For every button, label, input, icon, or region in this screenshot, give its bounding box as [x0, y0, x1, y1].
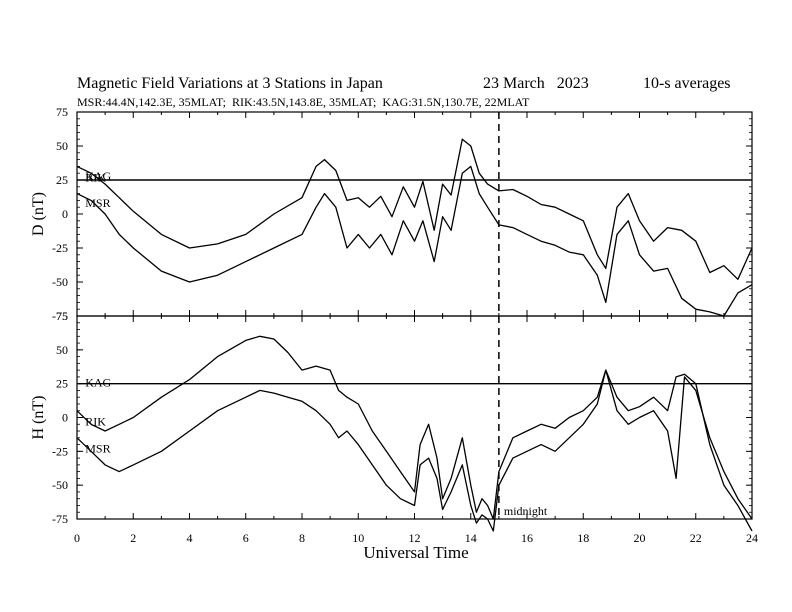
- x-tick-label: 22: [690, 531, 702, 545]
- x-tick-label: 0: [74, 531, 80, 545]
- y-tick-label: 75: [56, 309, 68, 323]
- station-label-kag: KAG: [85, 375, 111, 389]
- series-msr: [76, 369, 753, 532]
- x-tick-label: 12: [409, 531, 421, 545]
- y-tick-label: 75: [56, 105, 68, 119]
- y-tick-label: -50: [52, 275, 68, 289]
- chart-averaging: 10-s averages: [643, 75, 731, 92]
- y-tick-label: -75: [52, 512, 68, 526]
- station-label-rik: RIK: [85, 415, 106, 429]
- x-axis-label: Universal Time: [363, 543, 468, 562]
- x-tick-label: 14: [465, 531, 477, 545]
- y-axis-label: H (nT): [30, 396, 47, 440]
- midnight-label: midnight: [504, 504, 548, 518]
- station-label-msr: MSR: [85, 442, 110, 456]
- y-tick-label: -25: [52, 241, 68, 255]
- y-tick-label: 0: [62, 411, 68, 425]
- x-tick-label: 20: [634, 531, 646, 545]
- panel-frame: [76, 111, 753, 317]
- y-tick-label: 50: [56, 343, 68, 357]
- series-msr: [76, 165, 753, 317]
- x-tick-label: 6: [243, 531, 249, 545]
- x-tick-label: 2: [130, 531, 136, 545]
- y-tick-label: 0: [62, 207, 68, 221]
- x-tick-label: 4: [187, 531, 193, 545]
- y-tick-label: -25: [52, 444, 68, 458]
- y-tick-label: -75: [52, 309, 68, 323]
- x-tick-label: 24: [746, 531, 758, 545]
- y-axis-label: D (nT): [30, 192, 47, 236]
- y-tick-label: -50: [52, 478, 68, 492]
- x-tick-label: 18: [577, 531, 589, 545]
- x-tick-label: 8: [299, 531, 305, 545]
- y-tick-label: 25: [56, 377, 68, 391]
- y-tick-label: 50: [56, 139, 68, 153]
- chart-title: Magnetic Field Variations at 3 Stations …: [77, 75, 383, 92]
- station-label-kag: KAG: [85, 169, 111, 183]
- series-rik: [76, 335, 753, 532]
- y-tick-label: 25: [56, 173, 68, 187]
- x-tick-label: 16: [521, 531, 533, 545]
- station-label-msr: MSR: [85, 196, 110, 210]
- panel-h: 75 50 25 0 -25 -50 -75 H (nT) KAG RIK MSR: [30, 309, 753, 532]
- series-rik: [76, 138, 753, 280]
- chart-date: 23 March 2023: [483, 75, 589, 92]
- station-label-rik: RIK: [85, 170, 106, 184]
- x-tick-label: 10: [352, 531, 364, 545]
- station-coordinates: MSR:44.4N,142.3E, 35MLAT; RIK:43.5N,143.…: [77, 95, 530, 109]
